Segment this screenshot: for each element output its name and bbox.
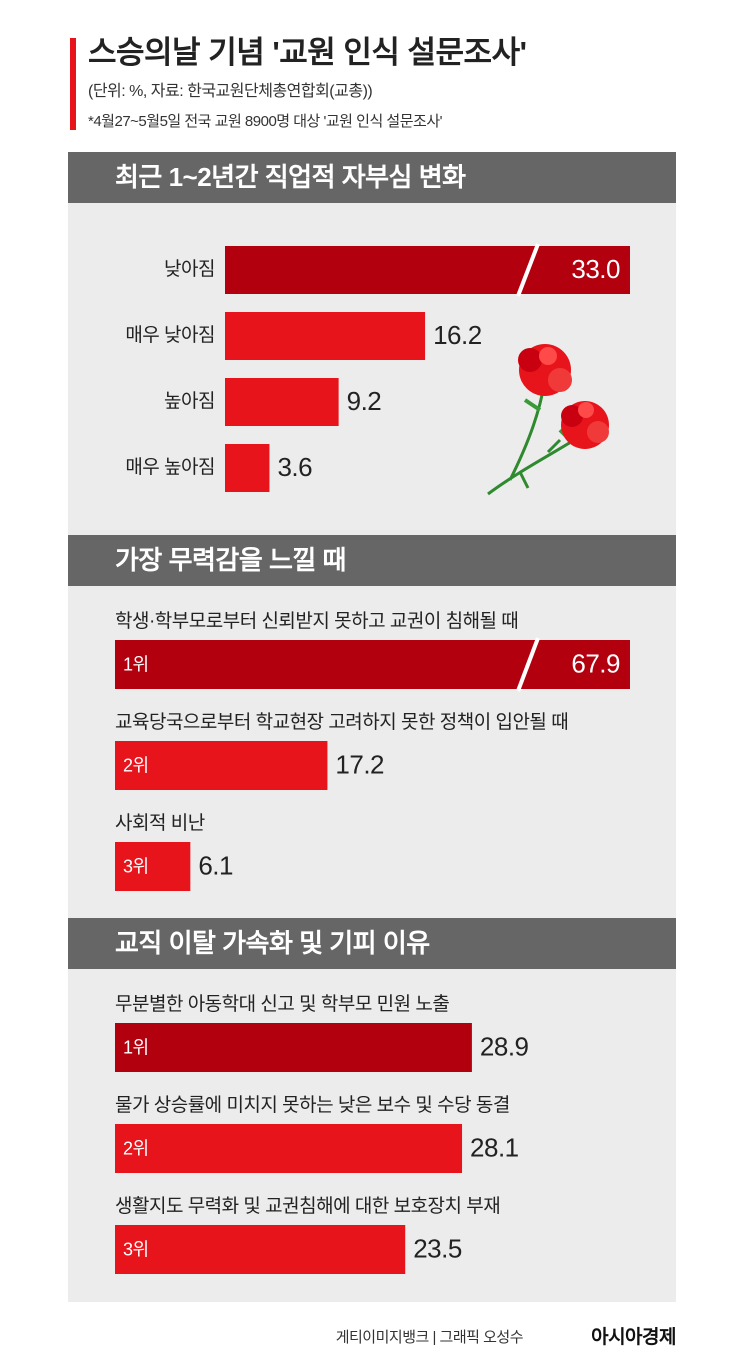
category-label: 높아짐 xyxy=(164,390,215,412)
bar xyxy=(115,640,630,689)
bar xyxy=(225,246,630,294)
bar xyxy=(115,1225,406,1274)
section-title: 최근 1~2년간 직업적 자부심 변화 xyxy=(115,162,466,192)
section-title: 가장 무력감을 느낄 때 xyxy=(115,545,346,575)
rank-label: 3위 xyxy=(123,1239,149,1259)
category-label: 생활지도 무력화 및 교권침해에 대한 보호장치 부재 xyxy=(115,1195,500,1217)
section-title: 교직 이탈 가속화 및 기피 이유 xyxy=(115,928,430,958)
bar xyxy=(115,1023,472,1072)
unit-source: (단위: %, 자료: 한국교원단체총연합회(교총)) xyxy=(88,82,372,100)
rank-label: 2위 xyxy=(123,755,149,775)
carnation-illustration xyxy=(487,344,609,496)
title-accent xyxy=(70,38,76,130)
bar xyxy=(225,312,426,360)
value-label: 28.1 xyxy=(470,1132,519,1162)
value-label: 67.9 xyxy=(571,648,620,678)
category-label: 낮아짐 xyxy=(164,258,215,280)
rank-label: 1위 xyxy=(123,1037,149,1057)
bar-break xyxy=(516,243,540,297)
title: 스승의날 기념 '교원 인식 설문조사' xyxy=(88,35,526,70)
value-label: 16.2 xyxy=(433,320,482,350)
category-label: 매우 높아짐 xyxy=(125,456,215,478)
bar xyxy=(115,1124,463,1173)
value-label: 6.1 xyxy=(198,850,233,880)
rank-label: 3위 xyxy=(123,856,149,876)
section-header xyxy=(68,152,676,203)
rank-label: 1위 xyxy=(123,654,149,674)
value-label: 3.6 xyxy=(277,452,312,482)
credit: 게티이미지뱅크 | 그래픽 오성수 xyxy=(336,1329,523,1346)
bar xyxy=(115,842,191,891)
brand: 아시아경제 xyxy=(591,1326,676,1348)
bar xyxy=(225,378,339,426)
category-label: 매우 낮아짐 xyxy=(125,324,215,346)
bar xyxy=(225,444,270,492)
category-label: 학생·학부모로부터 신뢰받지 못하고 교권이 침해될 때 xyxy=(115,610,518,632)
value-label: 28.9 xyxy=(480,1031,529,1061)
value-label: 23.5 xyxy=(413,1233,462,1263)
category-label: 물가 상승률에 미치지 못하는 낮은 보수 및 수당 동결 xyxy=(115,1094,510,1116)
section-header xyxy=(68,535,676,586)
value-label: 9.2 xyxy=(347,386,382,416)
rank-label: 2위 xyxy=(123,1138,149,1158)
note: *4월27~5월5일 전국 교원 8900명 대상 '교원 인식 설문조사' xyxy=(88,113,443,130)
value-label: 33.0 xyxy=(571,254,620,284)
category-label: 무분별한 아동학대 신고 및 학부모 민원 노출 xyxy=(115,993,449,1015)
bar xyxy=(115,741,328,790)
category-label: 사회적 비난 xyxy=(115,812,205,834)
value-label: 17.2 xyxy=(335,749,384,779)
bar-break xyxy=(516,637,540,692)
category-label: 교육당국으로부터 학교현장 고려하지 못한 정책이 입안될 때 xyxy=(115,711,568,733)
section-header xyxy=(68,918,676,969)
